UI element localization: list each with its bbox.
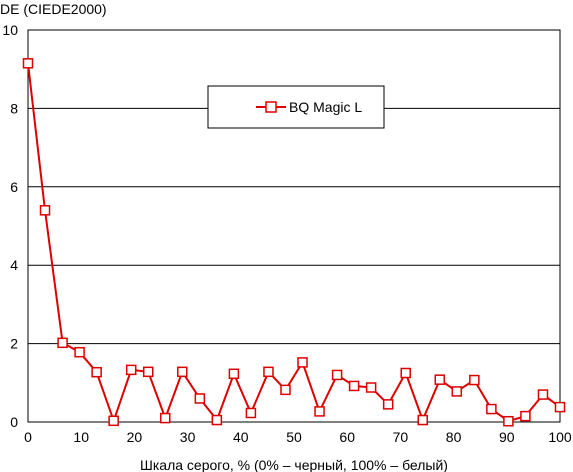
x-tick-label: 40 <box>233 429 249 445</box>
data-point <box>365 382 377 393</box>
x-tick-label: 0 <box>24 429 32 445</box>
x-axis-title: Шкала серого, % (0% – черный, 100% – бел… <box>140 457 448 472</box>
legend-box <box>207 85 385 129</box>
data-point <box>348 380 360 392</box>
x-axis: 0 10 20 30 40 50 60 70 80 90 100 <box>24 429 572 445</box>
data-point <box>451 386 463 397</box>
y-axis-title: DE (CIEDE2000) <box>0 1 107 17</box>
data-point <box>108 415 119 427</box>
data-point <box>331 369 343 381</box>
data-point <box>245 407 257 419</box>
y-axis: 0 2 4 6 8 10 <box>2 22 18 430</box>
y-tick-label: 10 <box>2 22 18 38</box>
x-tick-label: 50 <box>286 429 302 445</box>
data-point <box>177 366 188 378</box>
series-layer <box>22 58 566 427</box>
y-tick-label: 8 <box>10 100 18 116</box>
legend-entry-label: BQ Magic L <box>289 99 362 115</box>
x-tick-label: 60 <box>339 429 355 445</box>
x-tick-label: 30 <box>180 429 196 445</box>
y-tick-label: 0 <box>10 414 18 430</box>
data-point <box>228 368 240 380</box>
data-point <box>142 366 154 378</box>
data-point <box>280 384 291 396</box>
data-point <box>125 364 137 376</box>
x-tick-label: 10 <box>73 429 89 445</box>
y-tick-label: 4 <box>10 257 18 273</box>
y-tick-label: 6 <box>10 179 18 195</box>
data-point <box>57 337 68 349</box>
data-point <box>434 374 446 385</box>
data-point <box>297 357 308 368</box>
data-point <box>554 401 566 413</box>
x-tick-label: 100 <box>548 429 572 445</box>
data-point <box>314 406 325 417</box>
legend-marker-swatch <box>265 101 277 113</box>
data-point <box>400 367 411 379</box>
x-tick-label: 80 <box>446 429 462 445</box>
data-point <box>91 366 102 378</box>
data-point <box>160 412 171 424</box>
data-point <box>22 58 34 69</box>
data-point <box>486 403 497 415</box>
data-point <box>39 205 51 216</box>
data-point <box>537 389 549 400</box>
data-point <box>503 415 514 427</box>
data-point <box>74 346 85 358</box>
data-point <box>382 399 394 410</box>
data-point <box>469 374 480 386</box>
data-point <box>211 414 223 426</box>
x-tick-label: 70 <box>393 429 409 445</box>
data-point <box>263 366 274 378</box>
data-point <box>417 414 428 426</box>
y-tick-label: 2 <box>10 336 18 352</box>
data-point <box>520 410 531 422</box>
data-point <box>194 393 206 404</box>
plot-border <box>27 29 561 423</box>
x-tick-label: 20 <box>127 429 143 445</box>
legend: BQ Magic L <box>207 85 385 129</box>
x-tick-label: 90 <box>499 429 515 445</box>
